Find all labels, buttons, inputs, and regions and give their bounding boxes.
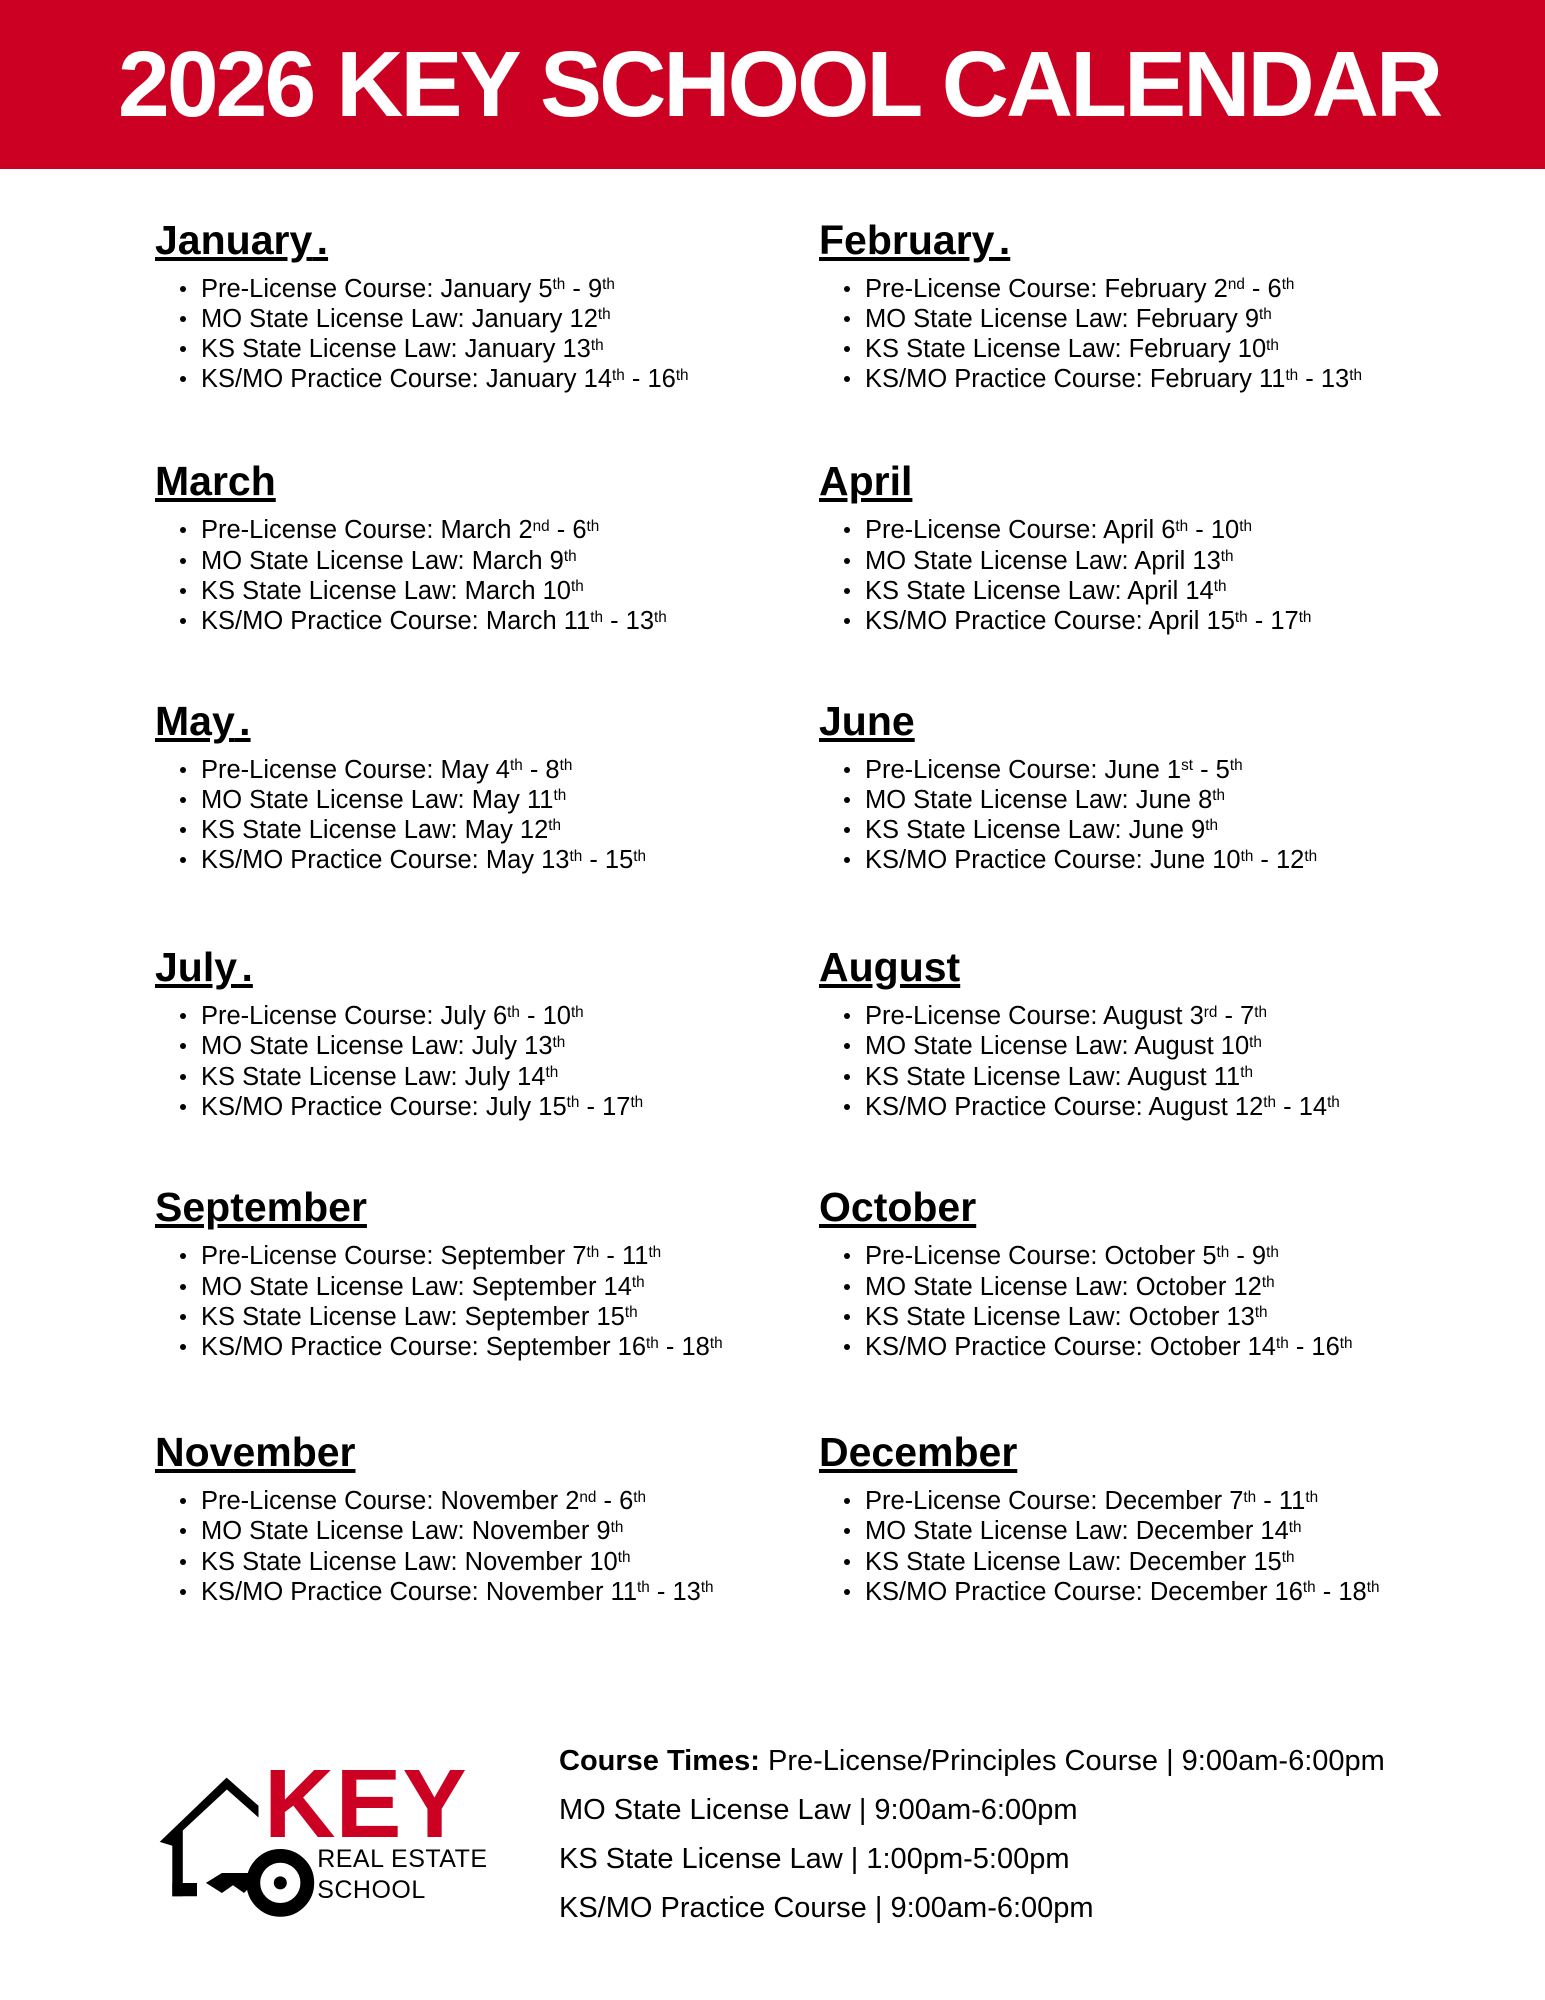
svg-text:REAL ESTATE: REAL ESTATE [317, 1845, 487, 1873]
svg-text:SCHOOL: SCHOOL [317, 1876, 426, 1904]
